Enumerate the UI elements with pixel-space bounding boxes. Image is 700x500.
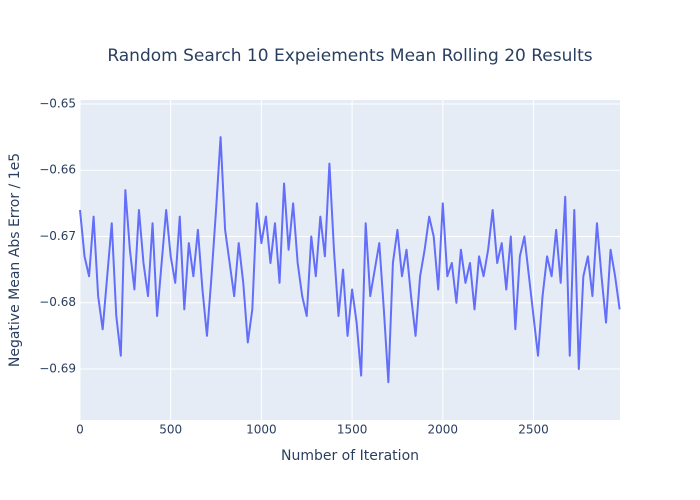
data-line: [79, 136, 621, 384]
y-tick-label: −0.65: [39, 96, 76, 110]
y-tick-label: −0.68: [39, 295, 76, 309]
y-tick-label: −0.69: [39, 361, 76, 375]
x-tick-label: 1500: [337, 423, 368, 437]
x-tick-label: 2500: [518, 423, 549, 437]
x-tick-label: 0: [76, 423, 84, 437]
x-tick-label: 500: [159, 423, 182, 437]
chart-title: Random Search 10 Expeiements Mean Rollin…: [107, 46, 592, 66]
plot-area: [80, 100, 620, 420]
y-tick-label: −0.67: [39, 229, 76, 243]
y-axis-title: Negative Mean Abs Error / 1e5: [7, 153, 23, 367]
x-tick-label: 1000: [246, 423, 277, 437]
x-tick-label: 2000: [428, 423, 459, 437]
x-axis-title: Number of Iteration: [281, 448, 419, 464]
y-tick-label: −0.66: [39, 163, 76, 177]
